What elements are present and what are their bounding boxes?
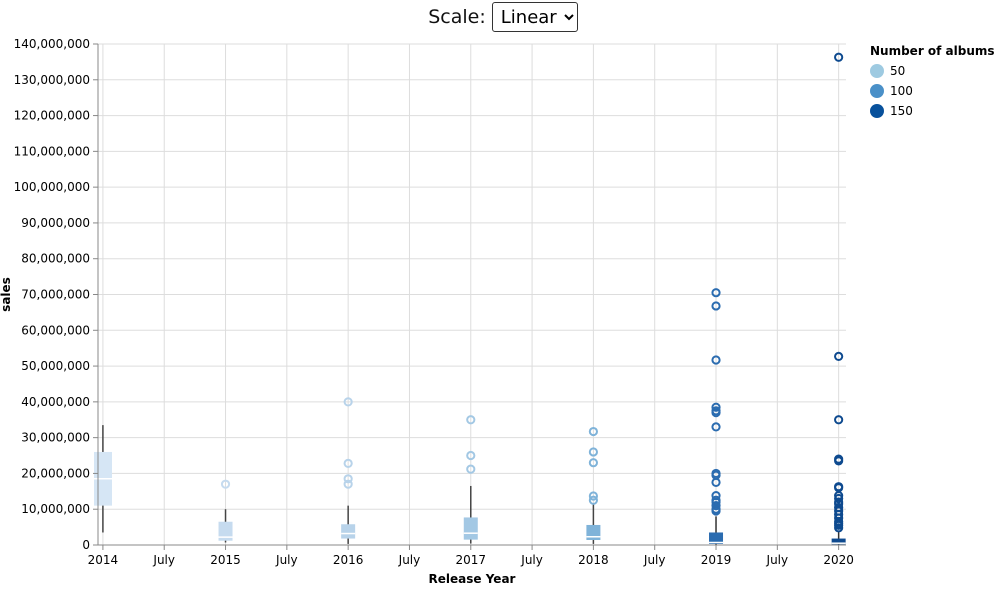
outlier-point xyxy=(588,458,598,468)
outlier-point xyxy=(466,450,476,461)
box-2017 xyxy=(463,415,478,544)
outlier-point xyxy=(711,468,721,479)
outlier-point xyxy=(588,491,598,501)
legend-label: 150 xyxy=(890,104,913,118)
y-tick-label: 80,000,000 xyxy=(21,252,90,266)
outlier-point xyxy=(834,502,844,513)
outlier-point xyxy=(466,415,476,425)
y-tick-label: 20,000,000 xyxy=(21,466,90,480)
y-tick-label: 0 xyxy=(82,538,90,552)
y-tick-label: 10,000,000 xyxy=(21,502,90,516)
outlier-point xyxy=(711,301,721,311)
outlier-point xyxy=(834,351,844,362)
box-2015 xyxy=(218,479,233,543)
y-tick-label: 30,000,000 xyxy=(21,431,90,445)
outlier-point xyxy=(711,355,721,365)
outlier-point xyxy=(711,491,721,501)
box-2016 xyxy=(341,397,356,544)
x-axis-title: Release Year xyxy=(429,572,516,586)
y-tick-label: 120,000,000 xyxy=(14,109,90,123)
x-tick-label: 2019 xyxy=(701,553,732,567)
plot-area xyxy=(94,52,846,545)
y-tick-label: 90,000,000 xyxy=(21,216,90,230)
outlier-point xyxy=(343,479,353,489)
y-tick-label: 100,000,000 xyxy=(14,180,90,194)
box-rect xyxy=(341,524,356,539)
outlier-point xyxy=(343,397,353,407)
outlier-point xyxy=(834,415,844,425)
outlier-point xyxy=(711,501,721,511)
outlier-point xyxy=(711,288,721,298)
outlier-point xyxy=(711,402,721,412)
legend-label: 100 xyxy=(890,84,913,98)
y-tick-label: 130,000,000 xyxy=(14,73,90,87)
outlier-point xyxy=(834,482,844,492)
box-2018 xyxy=(586,426,601,544)
y-tick-label: 70,000,000 xyxy=(21,288,90,302)
y-tick-label: 40,000,000 xyxy=(21,395,90,409)
outlier-point xyxy=(466,464,476,474)
y-tick-label: 140,000,000 xyxy=(14,37,90,51)
y-tick-label: 110,000,000 xyxy=(14,144,90,158)
outlier-point xyxy=(711,422,721,432)
x-tick-label: July xyxy=(766,553,789,567)
grid xyxy=(98,43,846,546)
legend-swatch xyxy=(870,104,884,118)
x-tick-label: 2018 xyxy=(578,553,609,567)
x-tick-label: 2014 xyxy=(88,553,119,567)
x-tick-label: 2015 xyxy=(210,553,241,567)
legend: Number of albums 50 100 150 xyxy=(870,44,995,118)
outlier-point xyxy=(343,458,353,469)
box-rect xyxy=(709,532,724,544)
outlier-point xyxy=(834,52,844,62)
scale-control: Scale: Linear xyxy=(0,2,1006,32)
box-2014 xyxy=(94,425,112,533)
box-rect xyxy=(831,538,846,545)
y-tick-label: 60,000,000 xyxy=(21,323,90,337)
box-2020 xyxy=(831,52,846,545)
outlier-point xyxy=(834,454,844,464)
outlier-point xyxy=(588,447,598,457)
scale-select[interactable]: Linear xyxy=(491,2,578,32)
x-tick-label: July xyxy=(275,553,298,567)
x-tick-label: July xyxy=(152,553,175,567)
y-tick-label: 50,000,000 xyxy=(21,359,90,373)
y-axis-title: sales xyxy=(0,277,13,312)
legend-swatch xyxy=(870,84,884,98)
legend-title: Number of albums xyxy=(870,44,995,58)
outlier-point xyxy=(588,426,598,437)
x-tick-label: July xyxy=(398,553,421,567)
outlier-point xyxy=(343,474,353,484)
box-rect xyxy=(218,521,233,541)
x-tick-label: 2020 xyxy=(823,553,854,567)
scale-label: Scale: xyxy=(428,6,486,28)
x-tick-label: July xyxy=(643,553,666,567)
axes: 0 10,000,000 20,000,000 30,000,000 40,000,00… xyxy=(14,37,854,567)
box-rect xyxy=(586,524,601,540)
outlier-point xyxy=(711,495,721,505)
legend-swatch xyxy=(870,64,884,78)
x-tick-label: July xyxy=(520,553,543,567)
box-rect xyxy=(463,517,478,540)
outlier-point xyxy=(711,406,721,416)
outlier-point xyxy=(220,479,231,489)
box-2019 xyxy=(709,288,724,545)
x-tick-label: 2017 xyxy=(456,553,487,567)
outlier-point xyxy=(588,495,598,505)
legend-label: 50 xyxy=(890,64,905,78)
x-tick-label: 2016 xyxy=(333,553,364,567)
